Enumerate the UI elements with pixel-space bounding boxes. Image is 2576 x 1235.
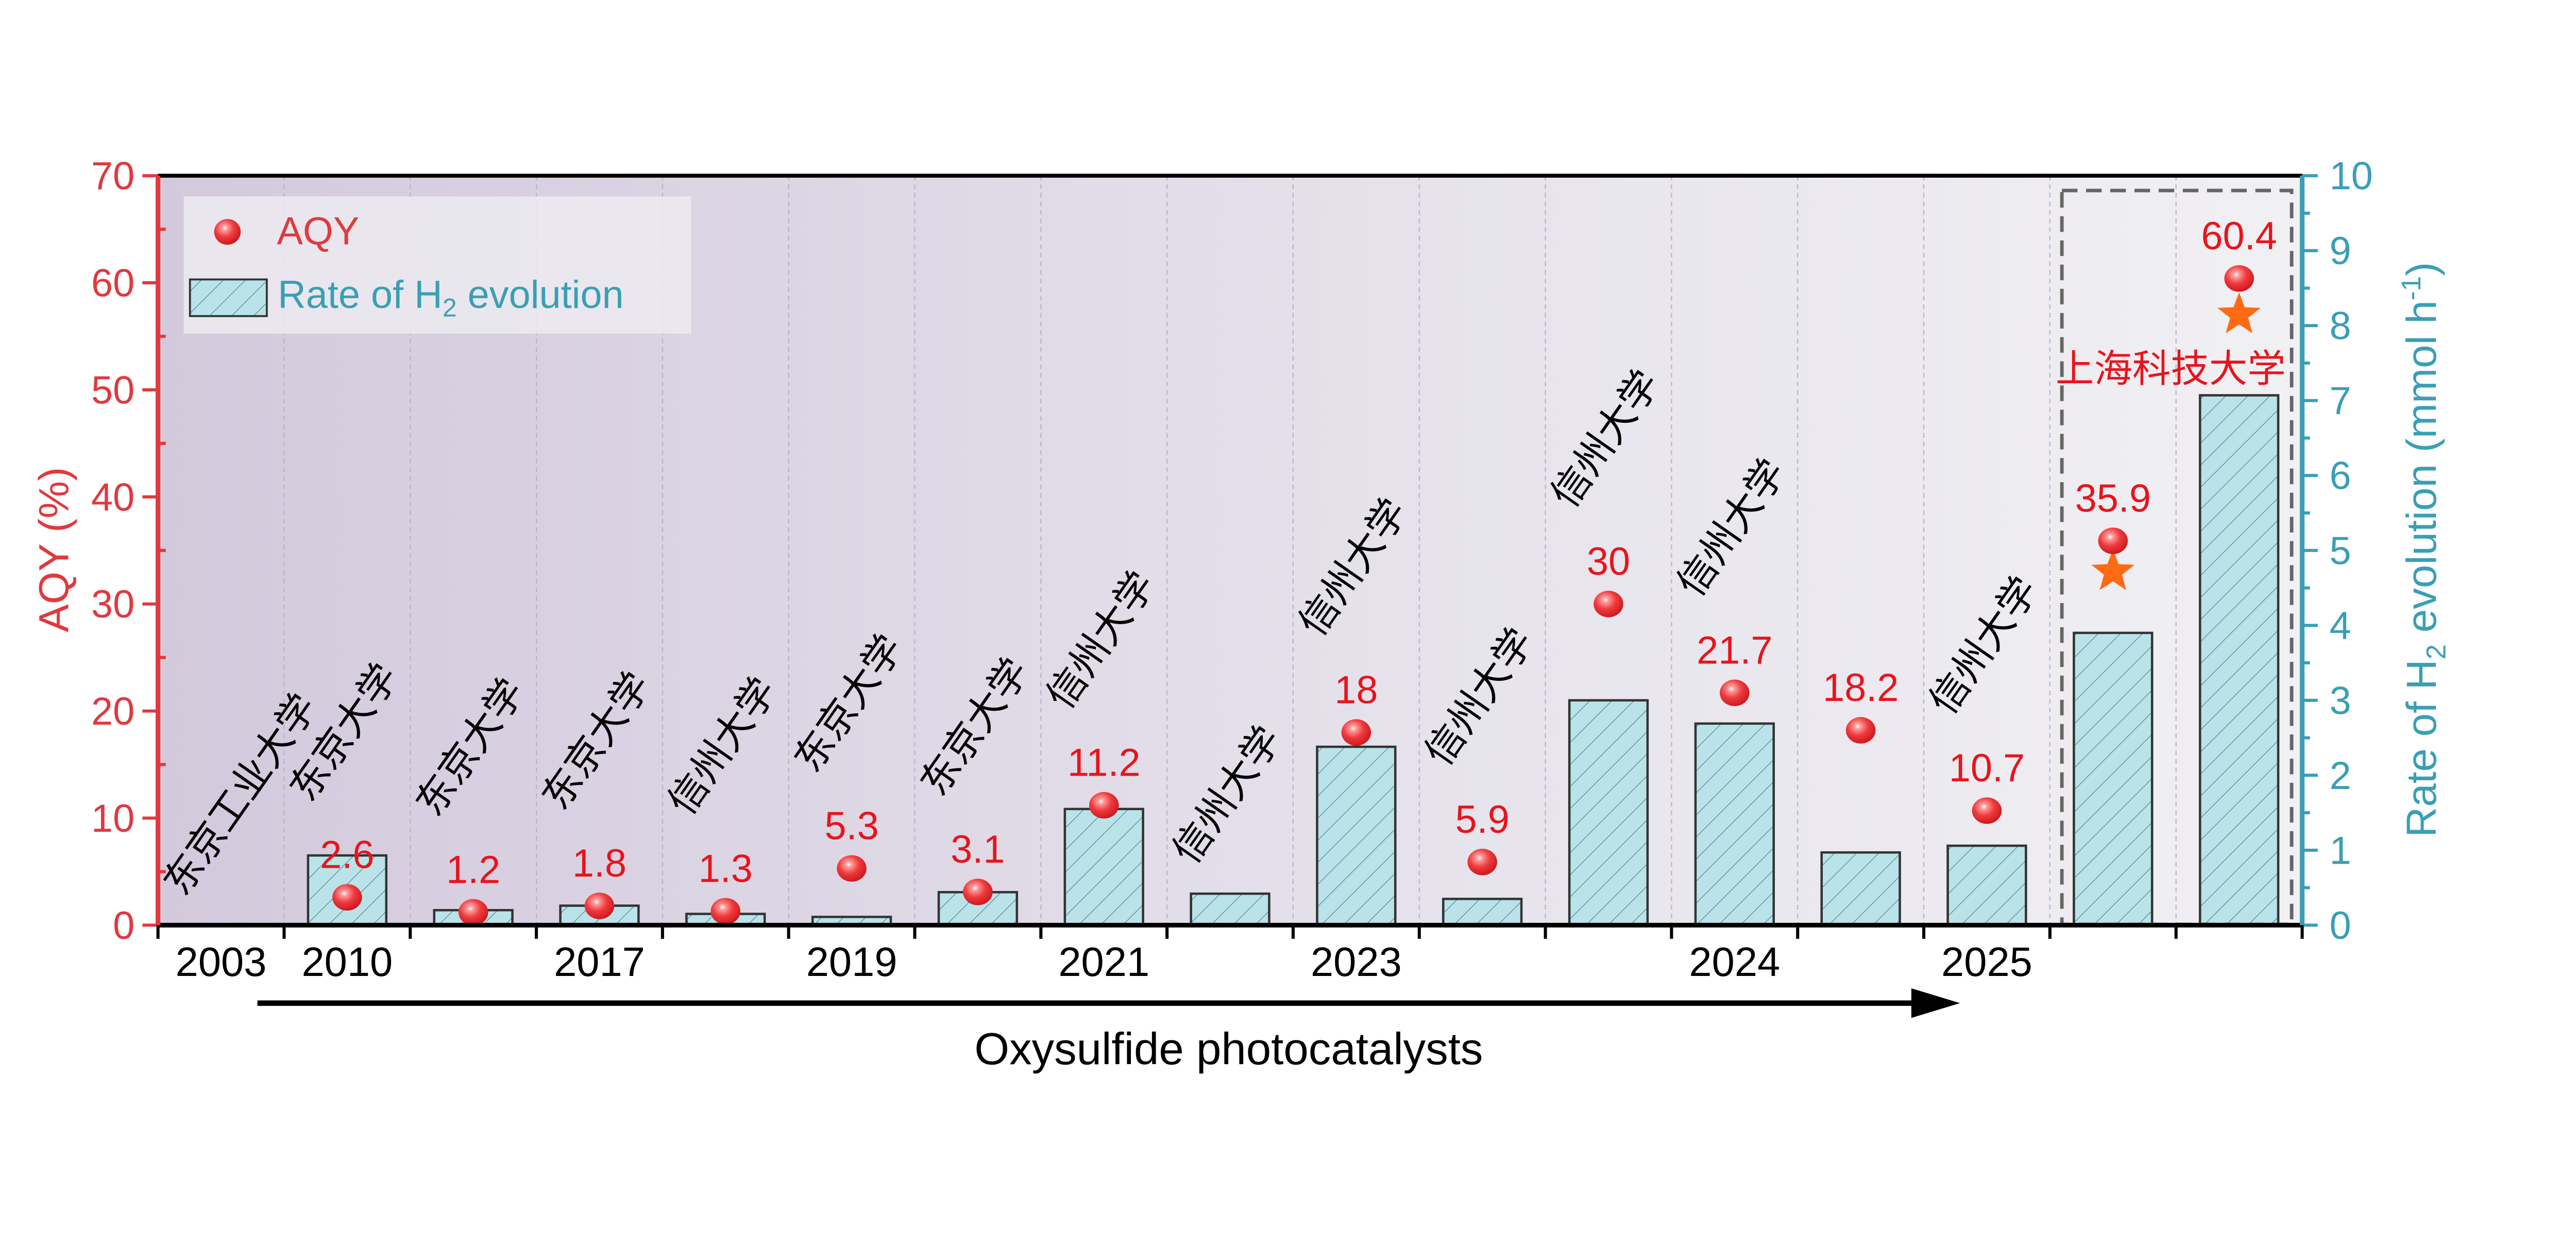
x-tick-label: 2003: [176, 939, 267, 985]
bar: [2198, 394, 2280, 927]
aqy-point: [332, 884, 362, 911]
aqy-value-label: 10.7: [1949, 746, 2025, 790]
aqy-value-label: 1.2: [446, 848, 500, 892]
bar: [1190, 892, 1270, 927]
aqy-point: [963, 879, 993, 905]
aqy-value-label: 60.4: [2201, 214, 2277, 258]
aqy-point: [1845, 717, 1876, 744]
x-tick-label: 2019: [806, 939, 897, 985]
bar: [1568, 699, 1649, 927]
right-tick-label: 7: [2330, 379, 2351, 423]
right-tick-label: 4: [2330, 604, 2351, 648]
right-tick-label: 2: [2330, 754, 2351, 798]
bar: [1442, 898, 1523, 927]
x-tick-label: 2024: [1689, 939, 1780, 985]
bar: [1694, 722, 1775, 927]
aqy-point: [584, 893, 615, 919]
x-tick-label: 2010: [301, 939, 393, 985]
aqy-point: [1594, 590, 1623, 618]
left-tick-label: 50: [91, 368, 134, 412]
aqy-value-label: 30: [1587, 540, 1630, 584]
star-marker: [2091, 549, 2135, 590]
aqy-point: [1972, 797, 2002, 824]
aqy-value-label: 1.3: [699, 847, 753, 891]
trend-arrow: [257, 988, 1960, 1018]
bar: [1820, 851, 1901, 927]
left-tick-label: 0: [113, 904, 134, 948]
aqy-value-label: 21.7: [1697, 628, 1772, 672]
aqy-value-label: 11.2: [1067, 741, 1141, 785]
aqy-value-label: 18: [1334, 668, 1378, 712]
aqy-value-label: 35.9: [2075, 476, 2151, 520]
aqy-point: [1467, 848, 1497, 876]
bar: [1946, 844, 2027, 927]
x-tick-label: 2021: [1058, 939, 1149, 985]
left-tick-label: 70: [91, 155, 134, 198]
aqy-point: [1089, 792, 1119, 819]
aqy-point: [710, 898, 741, 925]
aqy-value-label: 18.2: [1823, 666, 1899, 710]
right-tick-label: 5: [2330, 529, 2351, 573]
aqy-point: [2224, 265, 2254, 292]
legend-aqy-label: AQY: [277, 209, 360, 253]
aqy-value-label: 1.8: [572, 842, 626, 885]
aqy-point: [458, 899, 488, 926]
highlight-label: 上海科技大学: [2056, 348, 2286, 390]
aqy-point: [2098, 527, 2128, 554]
left-axis-title: AQY (%): [30, 467, 77, 632]
right-tick-label: 0: [2330, 904, 2351, 948]
right-tick-label: 8: [2330, 304, 2351, 348]
right-tick-label: 1: [2330, 829, 2351, 872]
bar: [1063, 808, 1144, 927]
bar: [2073, 631, 2154, 927]
right-axis-title: Rate of H2 evolution (mmol h-1): [2396, 262, 2451, 837]
left-tick-label: 20: [91, 690, 134, 733]
aqy-value-label: 5.3: [824, 804, 878, 848]
legend-aqy-marker: [214, 219, 241, 245]
right-tick-label: 3: [2330, 679, 2351, 723]
left-tick-label: 10: [91, 797, 134, 841]
aqy-value-label: 3.1: [951, 828, 1005, 871]
x-tick-label: 2023: [1311, 939, 1402, 985]
aqy-value-label: 2.6: [320, 833, 374, 877]
left-tick-label: 30: [91, 582, 134, 626]
bar: [1316, 745, 1397, 927]
star-marker: [2217, 292, 2261, 333]
x-tick-label: 2025: [1941, 939, 2032, 985]
aqy-value-label: 5.9: [1455, 798, 1510, 842]
right-tick-label: 10: [2330, 155, 2373, 198]
right-tick-label: 9: [2330, 229, 2351, 273]
aqy-point: [837, 855, 867, 882]
aqy-point: [1720, 679, 1750, 707]
legend: AQY Rate of H2 evolution: [183, 196, 691, 334]
aqy-point: [1341, 719, 1371, 746]
x-axis-title: Oxysulfide photocatalysts: [974, 1024, 1483, 1074]
legend-bar-swatch: [189, 278, 268, 317]
left-tick-label: 40: [91, 475, 134, 519]
right-tick-label: 6: [2330, 454, 2351, 498]
x-tick-label: 2017: [554, 939, 645, 985]
left-tick-label: 60: [91, 262, 134, 305]
